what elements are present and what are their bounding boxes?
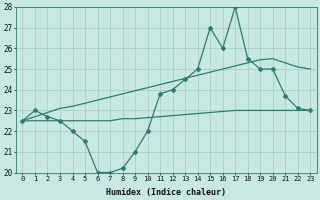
X-axis label: Humidex (Indice chaleur): Humidex (Indice chaleur) [106, 188, 226, 197]
